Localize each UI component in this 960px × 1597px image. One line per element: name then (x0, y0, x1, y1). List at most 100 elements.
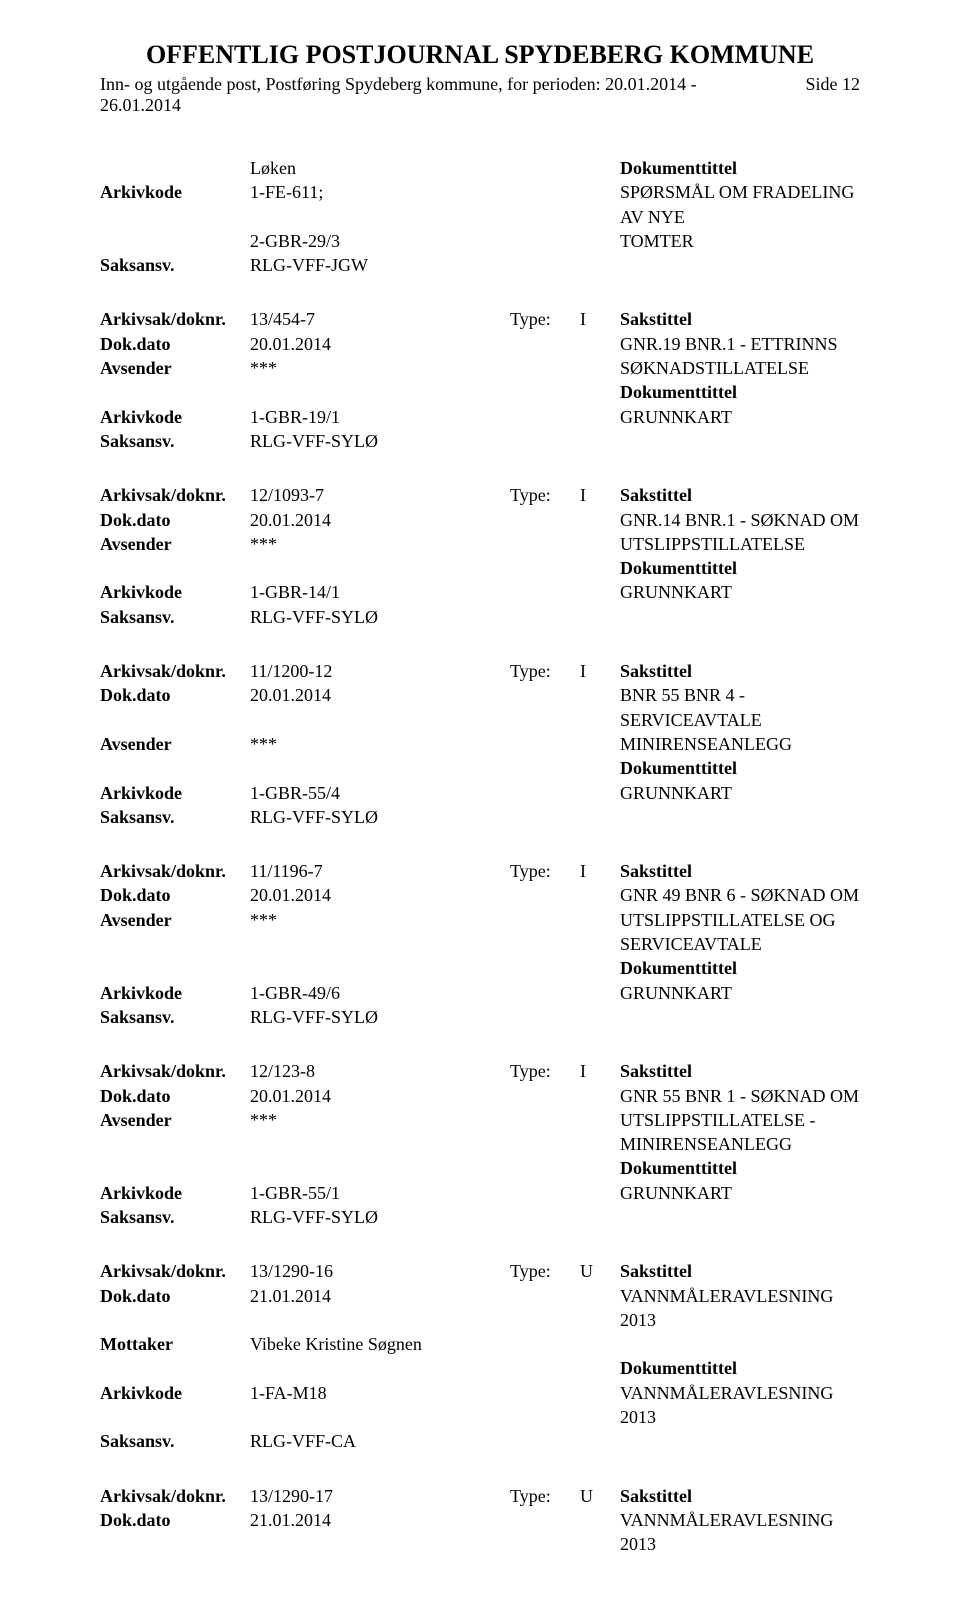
entry-row: Dokumenttittel (100, 380, 860, 404)
type-code (580, 1132, 620, 1156)
field-label: Saksansv. (100, 1429, 250, 1453)
field-label: Dok.dato (100, 1284, 250, 1333)
type-code (580, 556, 620, 580)
type-code (580, 1181, 620, 1205)
entry-row: Saksansv.RLG-VFF-SYLØ (100, 1005, 860, 1029)
right-text: Dokumenttittel (620, 556, 860, 580)
entry-row: Avsender***UTSLIPPSTILLATELSE (100, 532, 860, 556)
header-row: Inn- og utgående post, Postføring Spydeb… (100, 74, 860, 116)
right-text: UTSLIPPSTILLATELSE (620, 532, 860, 556)
field-value: 11/1196-7 (250, 859, 510, 883)
field-label (100, 756, 250, 780)
type-code (580, 781, 620, 805)
type-label (510, 1005, 580, 1029)
type-code: U (580, 1259, 620, 1283)
type-code: I (580, 659, 620, 683)
page: OFFENTLIG POSTJOURNAL SPYDEBERG KOMMUNE … (0, 0, 960, 1597)
field-value: RLG-VFF-SYLØ (250, 805, 510, 829)
type-label (510, 380, 580, 404)
entry-row: Dokumenttittel (100, 956, 860, 980)
type-code (580, 1084, 620, 1108)
type-label: Type: (510, 483, 580, 507)
dokdato-label: Dok.dato (100, 1508, 250, 1557)
entry: Arkivsak/doknr.12/123-8Type:ISakstittelD… (100, 1059, 860, 1229)
right-text: UTSLIPPSTILLATELSE OG (620, 908, 860, 932)
type-label (510, 883, 580, 907)
entry: Arkivsak/doknr.13/454-7Type:ISakstittelD… (100, 307, 860, 453)
entry-row: Saksansv.RLG-VFF-SYLØ (100, 1205, 860, 1229)
field-value: *** (250, 732, 510, 756)
right-text: GNR 49 BNR 6 - SØKNAD OM (620, 883, 860, 907)
field-label: Avsender (100, 356, 250, 380)
field-value: 20.01.2014 (250, 683, 510, 732)
field-label: Avsender (100, 1108, 250, 1132)
field-value (250, 380, 510, 404)
right-text: MINIRENSEANLEGG (620, 732, 860, 756)
type-code (580, 1381, 620, 1430)
entry-row: Arkivkode1-GBR-14/1GRUNNKART (100, 580, 860, 604)
right-text (620, 805, 860, 829)
arkivkode-label: Arkivkode (100, 180, 250, 229)
field-label: Saksansv. (100, 605, 250, 629)
entry-row: Saksansv.RLG-VFF-SYLØ (100, 605, 860, 629)
field-value: RLG-VFF-SYLØ (250, 605, 510, 629)
field-value: RLG-VFF-SYLØ (250, 1205, 510, 1229)
right-text (620, 1005, 860, 1029)
type-code (580, 1332, 620, 1356)
type-code (580, 405, 620, 429)
right-text (620, 1332, 860, 1356)
field-label: Arkivkode (100, 405, 250, 429)
type-code (580, 1205, 620, 1229)
field-value: RLG-VFF-SYLØ (250, 429, 510, 453)
entry: Arkivsak/doknr.12/1093-7Type:ISakstittel… (100, 483, 860, 629)
right-text: VANNMÅLERAVLESNING 2013 (620, 1284, 860, 1333)
field-label: Arkivsak/doknr. (100, 1059, 250, 1083)
type-code: I (580, 1059, 620, 1083)
type-label (510, 981, 580, 1005)
type-label: Type: (510, 659, 580, 683)
top-arkivkode2: 2-GBR-29/3 (250, 229, 510, 253)
field-label: Arkivsak/doknr. (100, 659, 250, 683)
type-label (510, 1429, 580, 1453)
type-label: Type: (510, 1059, 580, 1083)
type-label (510, 805, 580, 829)
subtitle-line1: Inn- og utgående post, Postføring Spydeb… (100, 74, 697, 94)
right-text: GRUNNKART (620, 781, 860, 805)
right-text: VANNMÅLERAVLESNING 2013 (620, 1381, 860, 1430)
type-code (580, 580, 620, 604)
entry-row: Avsender***SØKNADSTILLATELSE (100, 356, 860, 380)
type-label (510, 781, 580, 805)
entry-row: Arkivkode1-FA-M18VANNMÅLERAVLESNING 2013 (100, 1381, 860, 1430)
entry-row: Dok.dato20.01.2014GNR.19 BNR.1 - ETTRINN… (100, 332, 860, 356)
field-value: 1-GBR-49/6 (250, 981, 510, 1005)
type-code (580, 356, 620, 380)
side-label: Side 12 (805, 74, 860, 116)
entry: Arkivsak/doknr.13/1290-16Type:USakstitte… (100, 1259, 860, 1453)
arkivsak-label: Arkivsak/doknr. (100, 1484, 250, 1508)
field-label (100, 1156, 250, 1180)
entry-row: Saksansv.RLG-VFF-SYLØ (100, 805, 860, 829)
entry-row: Dok.dato20.01.2014GNR.14 BNR.1 - SØKNAD … (100, 508, 860, 532)
right-text: Sakstittel (620, 1259, 860, 1283)
field-value: 1-GBR-55/1 (250, 1181, 510, 1205)
field-value: 20.01.2014 (250, 332, 510, 356)
right-text: BNR 55 BNR 4 - SERVICEAVTALE (620, 683, 860, 732)
field-label: Arkivkode (100, 580, 250, 604)
right-text: Sakstittel (620, 659, 860, 683)
field-value: 12/1093-7 (250, 483, 510, 507)
field-label (100, 956, 250, 980)
entry-row: Dokumenttittel (100, 556, 860, 580)
sakstittel-label: Sakstittel (620, 1484, 860, 1508)
field-label: Arkivkode (100, 1181, 250, 1205)
field-value: 20.01.2014 (250, 1084, 510, 1108)
right-text: GRUNNKART (620, 580, 860, 604)
entry-row: Arkivkode1-GBR-19/1GRUNNKART (100, 405, 860, 429)
type-label (510, 605, 580, 629)
field-value: 21.01.2014 (250, 1284, 510, 1333)
top-arkivkode1: 1-FE-611; (250, 180, 510, 229)
field-value: 12/123-8 (250, 1059, 510, 1083)
right-text: Sakstittel (620, 483, 860, 507)
type-label (510, 1084, 580, 1108)
type-label (510, 1356, 580, 1380)
field-label: Dok.dato (100, 1084, 250, 1108)
